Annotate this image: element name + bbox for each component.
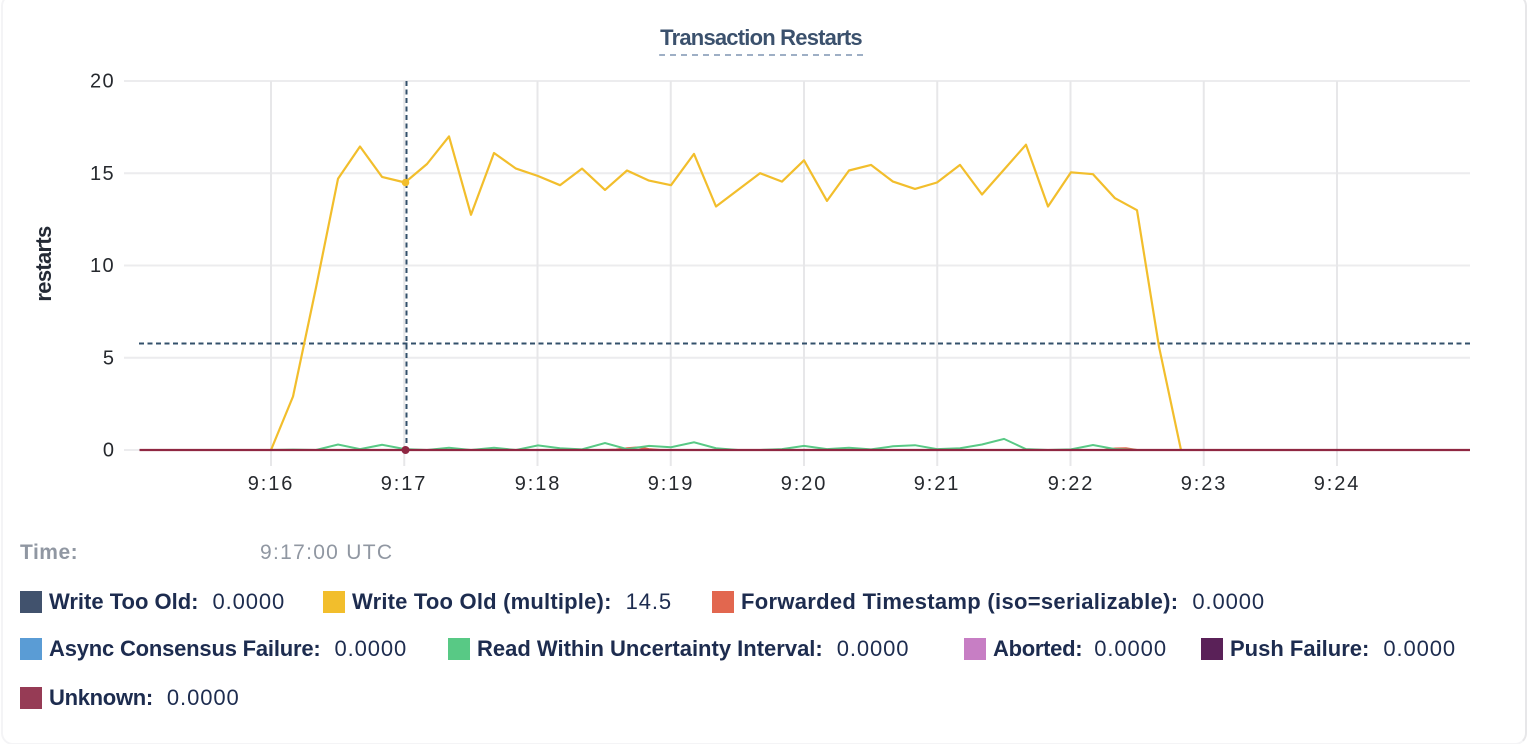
- svg-text:9:20: 9:20: [781, 473, 828, 495]
- svg-text:0: 0: [103, 440, 114, 462]
- svg-text:5: 5: [103, 347, 114, 369]
- svg-text:9:16: 9:16: [248, 473, 295, 495]
- svg-text:9:22: 9:22: [1048, 473, 1095, 495]
- svg-text:9:24: 9:24: [1314, 473, 1361, 495]
- svg-text:9:17: 9:17: [381, 473, 428, 495]
- svg-text:9:21: 9:21: [914, 473, 961, 495]
- svg-text:20: 20: [90, 71, 115, 93]
- svg-text:9:19: 9:19: [648, 473, 695, 495]
- svg-text:10: 10: [90, 255, 115, 277]
- svg-text:9:18: 9:18: [515, 473, 562, 495]
- svg-text:15: 15: [90, 163, 115, 185]
- svg-text:restarts: restarts: [31, 226, 56, 302]
- svg-text:9:23: 9:23: [1181, 473, 1228, 495]
